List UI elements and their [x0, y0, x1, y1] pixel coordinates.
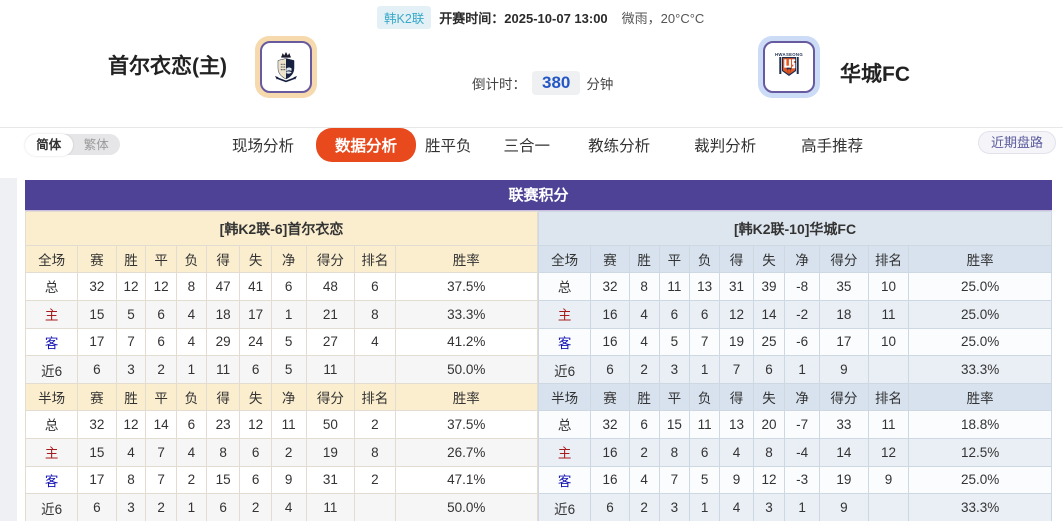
- svg-text:HWASEONG: HWASEONG: [775, 52, 803, 57]
